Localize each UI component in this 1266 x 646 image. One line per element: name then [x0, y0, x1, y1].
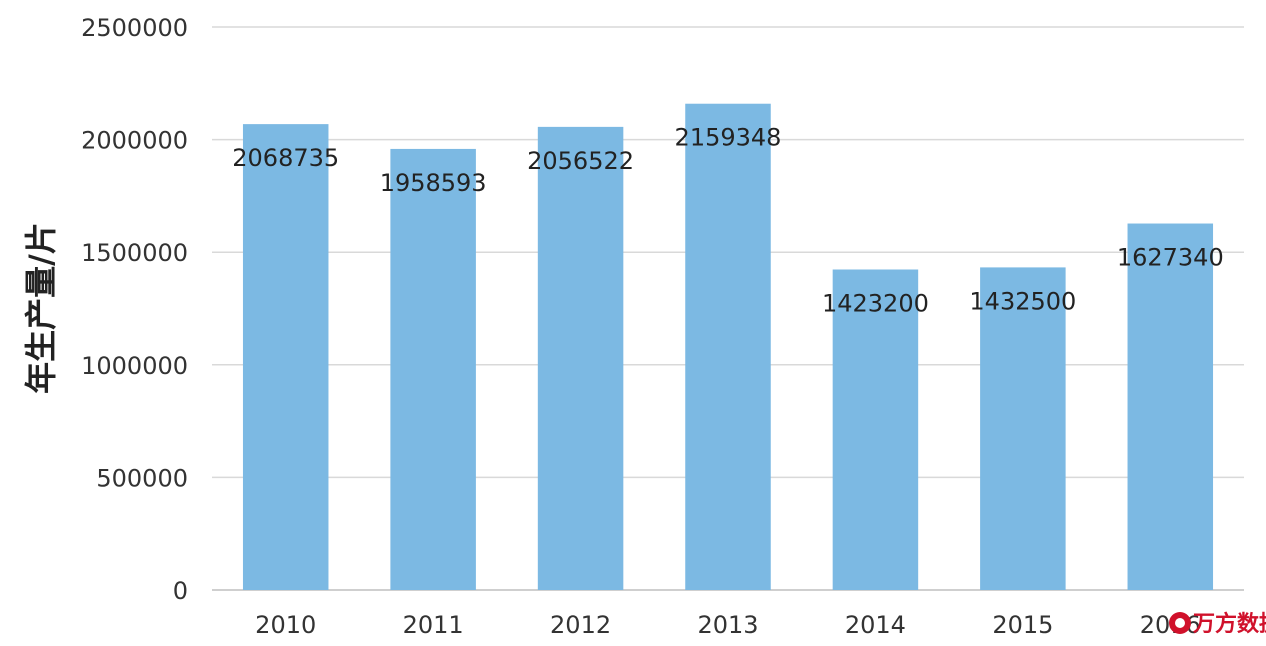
bar-2010 — [242, 124, 329, 590]
data-label: 1958593 — [380, 169, 487, 197]
data-label: 2068735 — [232, 144, 339, 172]
x-tick-labels: 2010201120122013201420152016 — [255, 611, 1201, 639]
bar-2012 — [537, 126, 624, 590]
bar-2014 — [832, 269, 919, 590]
x-tick-label: 2013 — [697, 611, 758, 639]
data-label: 2159348 — [675, 124, 782, 152]
data-label: 2056522 — [527, 147, 634, 175]
x-tick-label: 2014 — [845, 611, 906, 639]
y-tick-label: 0 — [173, 577, 188, 605]
bar-2011 — [390, 148, 476, 590]
y-tick-label: 1000000 — [81, 352, 188, 380]
x-tick-label: 2011 — [403, 611, 464, 639]
watermark: 万方数据 — [1169, 611, 1266, 637]
watermark-text: 万方数据 — [1192, 611, 1266, 637]
y-tick-label: 500000 — [96, 464, 188, 492]
x-tick-label: 2012 — [550, 611, 611, 639]
y-tick-label: 2000000 — [81, 127, 188, 155]
data-labels: 2068735 1958593 2056522 2159348 1423200 14325… — [232, 124, 1223, 318]
y-tick-label: 2500000 — [81, 14, 188, 42]
data-label: 1432500 — [969, 287, 1076, 315]
data-label: 1423200 — [822, 289, 929, 317]
bar-2016 — [1127, 223, 1214, 591]
bar-2015 — [980, 267, 1066, 590]
x-tick-label: 2015 — [992, 611, 1053, 639]
y-tick-labels: 0 500000 1000000 1500000 2000000 2500000 — [81, 14, 188, 605]
x-tick-label: 2010 — [255, 611, 316, 639]
y-tick-label: 1500000 — [81, 239, 188, 267]
bars — [242, 103, 1214, 591]
data-label: 1627340 — [1117, 244, 1224, 272]
y-axis-label: 年生产量/片 — [22, 222, 60, 394]
bar-2013 — [685, 103, 771, 590]
